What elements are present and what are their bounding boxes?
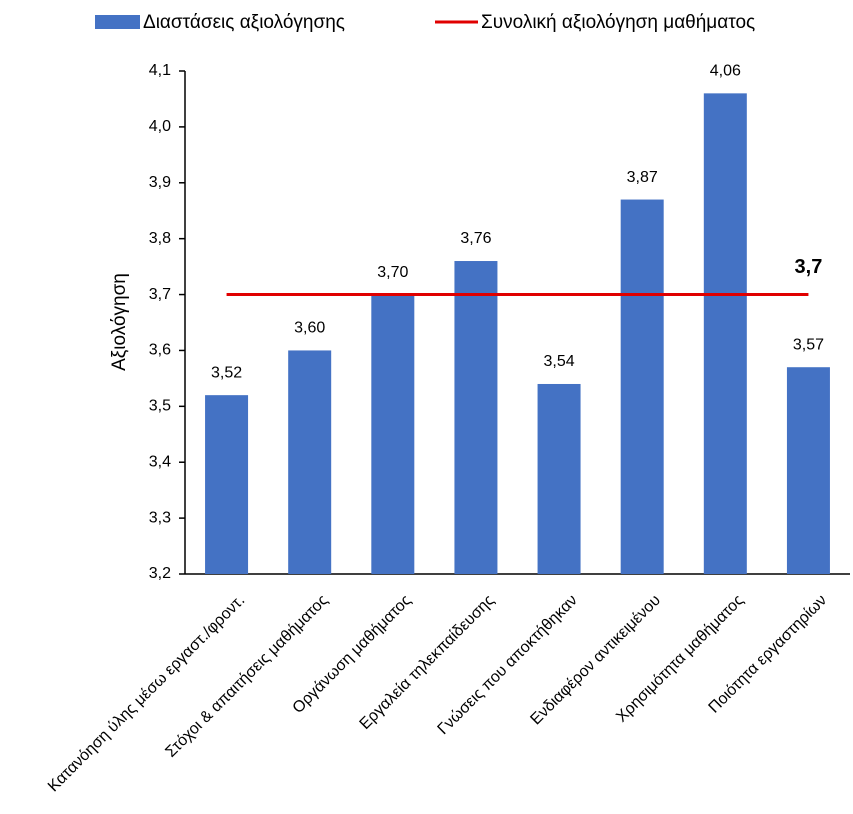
bar [786, 367, 830, 574]
y-tick-label: 3,5 [149, 398, 171, 415]
value-label: 3,70 [377, 264, 408, 281]
y-tick-label: 3,2 [149, 565, 171, 582]
bar [703, 93, 747, 574]
y-tick-label: 3,3 [149, 509, 171, 526]
bar [288, 350, 332, 574]
value-label: 3,54 [543, 353, 574, 370]
y-axis-label: Αξιολόγηση [109, 273, 130, 371]
value-label: 4,06 [710, 63, 741, 80]
y-tick-label: 4,1 [149, 62, 171, 79]
y-tick-label: 3,6 [149, 342, 171, 359]
bar [537, 383, 581, 574]
bar [620, 199, 664, 575]
y-tick-label: 3,8 [149, 230, 171, 247]
bar [205, 395, 249, 574]
y-tick-label: 3,4 [149, 453, 171, 470]
value-label: 3,60 [294, 320, 325, 337]
y-tick-label: 3,9 [149, 174, 171, 191]
legend-label: Συνολική αξιολόγηση μαθήματος [481, 12, 755, 33]
reference-label: 3,7 [795, 256, 823, 278]
y-tick-label: 3,7 [149, 286, 171, 303]
x-tick-label: Γνώσεις που αποκτήθηκαν [435, 592, 581, 738]
x-tick-label: Στόχοι & απαιτήσεις μαθήματος [162, 592, 331, 761]
bar [454, 261, 498, 574]
legend-label: Διαστάσεις αξιολόγησης [143, 12, 345, 33]
value-label: 3,87 [627, 169, 658, 186]
legend-swatch [95, 15, 140, 29]
value-label: 3,76 [460, 230, 491, 247]
y-tick-label: 4,0 [149, 118, 171, 135]
value-label: 3,52 [211, 364, 242, 381]
x-tick-label: Εργαλεία τηλεκπαίδευσης [357, 592, 498, 733]
bar [371, 294, 415, 574]
value-label: 3,57 [793, 336, 824, 353]
